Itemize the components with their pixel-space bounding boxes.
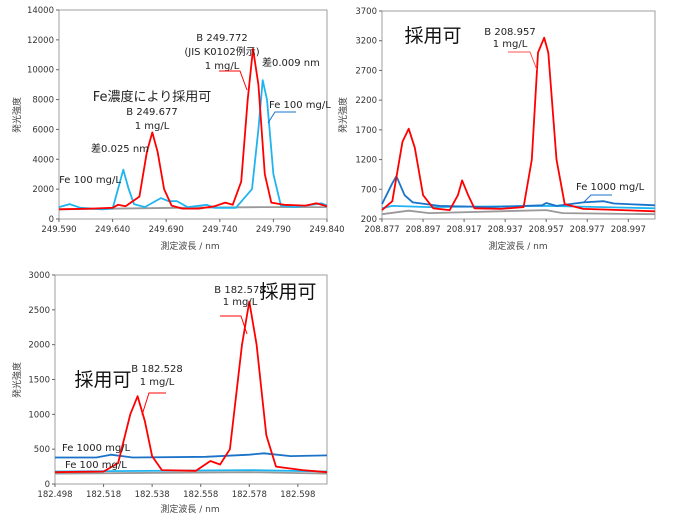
annotation-fe1000: Fe 1000 mg/L [62,443,131,454]
x-tick-label: 208.977 [570,225,605,235]
plot-area [58,9,328,220]
series-line-fe-100-mg-l [58,79,328,211]
x-tick-label: 249.790 [256,225,291,235]
x-axis-label: 測定波長 / nm [160,240,219,252]
annotation-b249677: B 249.677 [126,107,177,118]
x-tick-label: 249.640 [95,225,130,235]
y-tick-label: 14000 [27,6,54,16]
x-axis-label: 測定波長 / nm [488,240,547,252]
chart-b249: 0 2000 4000 6000 8000 10000 12000 14000 249.590 2… [11,6,345,252]
series-line-fe-100-mg-l [54,469,328,473]
y-axis-label: 発光強度 [337,97,349,133]
x-tick-label: 208.997 [611,225,646,235]
y-axis-label: 発光強度 [11,97,23,133]
leader-line-b182528 [141,392,166,416]
chart-b208-annotations: 採用可 B 208.957 1 mg/L Fe 1000 mg/L [404,25,645,204]
y-tick-label: 8000 [32,96,54,106]
x-tick-label: 249.840 [309,225,344,235]
y-tick-label: 1500 [28,376,50,386]
x-tick-label: 208.937 [488,225,523,235]
x-tick-label: 249.740 [202,225,237,235]
x-tick-label: 182.558 [183,490,218,500]
y-tick-label: 2500 [28,306,50,316]
y-tick-label: 200 [361,215,377,225]
series-line-fe-100-mg-l [381,204,656,210]
chart-b208: 200 700 1200 1700 2200 2700 3200 3700 208.877 208… [337,7,656,252]
y-tick-label: 0 [49,215,54,225]
x-tick-label: 249.590 [41,225,76,235]
series-line-blank [381,209,656,216]
annotation-conc1: 1 mg/L [223,297,258,308]
series-line-b-1-mg-l [54,300,328,474]
y-tick-label: 2200 [355,96,377,106]
annotation-b249772: B 249.772 [196,33,247,44]
annotation-conc: 1 mg/L [205,61,240,72]
annotation-usable-1: 採用可 [259,281,316,303]
annotation-b182578: B 182.578 [214,285,265,296]
annotation-diff-0025: 差0.025 nm [91,142,149,155]
annotation-fe100-left: Fe 100 mg/L [59,175,121,186]
x-tick-label: 208.957 [529,225,564,235]
chart-b182: 0 500 1000 1500 2000 2500 3000 182.498 182.518 18… [11,271,328,515]
x-axis-label: 測定波長 / nm [160,503,219,515]
annotation-b182528: B 182.528 [131,364,182,375]
annotation-usable: 採用可 [404,25,461,47]
annotation-fe-dependent: Fe濃度により採用可 [93,89,212,105]
y-tick-label: 2000 [28,341,50,351]
y-axis-label: 発光強度 [11,362,23,398]
y-tick-label: 2700 [355,66,377,76]
x-tick-label: 208.917 [447,225,482,235]
chart-b182-annotations: B 182.578 1 mg/L 採用可 採用可 B 182.528 1 mg/… [62,281,317,471]
y-tick-label: 500 [34,445,50,455]
x-tick-label: 182.578 [232,490,267,500]
y-tick-label: 1000 [28,410,50,420]
y-tick-label: 3700 [355,7,377,17]
series-line-blank [54,471,328,475]
x-tick-label: 182.598 [280,490,315,500]
x-tick-label: 182.518 [86,490,121,500]
x-tick-label: 208.897 [405,225,440,235]
y-tick-label: 10000 [27,66,54,76]
leader-line-b182578 [220,315,248,335]
y-tick-label: 4000 [32,155,54,165]
y-tick-label: 1200 [355,156,377,166]
leader-line-fe100 [267,111,296,124]
annotation-fe100-right: Fe 100 mg/L [269,100,331,111]
x-tick-label: 182.538 [135,490,170,500]
annotation-jis: (JIS K0102例示) [184,45,259,58]
x-tick-label: 182.498 [37,490,72,500]
series-line-b-1-mg-l [381,36,656,213]
annotation-usable-2: 採用可 [74,369,131,391]
annotation-conc2: 1 mg/L [135,121,170,132]
annotation-conc2: 1 mg/L [140,377,175,388]
annotation-b208957: B 208.957 [484,27,535,38]
y-tick-label: 12000 [27,36,54,46]
x-tick-label: 208.877 [364,225,399,235]
chart-b249-annotations: B 249.772 (JIS K0102例示) 1 mg/L 差0.009 nm… [59,33,331,186]
annotation-fe100: Fe 100 mg/L [65,460,127,471]
y-tick-label: 0 [45,480,50,490]
leader-line-fe1000 [582,194,612,204]
series-line-b-1-mg-l [58,47,328,211]
x-tick-label: 249.690 [149,225,184,235]
leader-line-b208957 [508,51,538,71]
y-tick-label: 700 [361,185,377,195]
y-tick-label: 1700 [355,126,377,136]
y-tick-label: 3000 [28,271,50,281]
plot-area [381,10,656,220]
y-tick-label: 2000 [32,185,54,195]
series-line-fe-1000-mg-l [55,452,328,459]
annotation-conc: 1 mg/L [493,39,528,50]
y-tick-label: 3200 [355,37,377,47]
annotation-fe1000: Fe 1000 mg/L [576,182,645,193]
y-tick-label: 6000 [32,125,54,135]
leader-line-b249772 [219,70,248,91]
annotation-diff-0009: 差0.009 nm [262,56,320,69]
series-line-fe-1000-mg-l [381,175,656,209]
